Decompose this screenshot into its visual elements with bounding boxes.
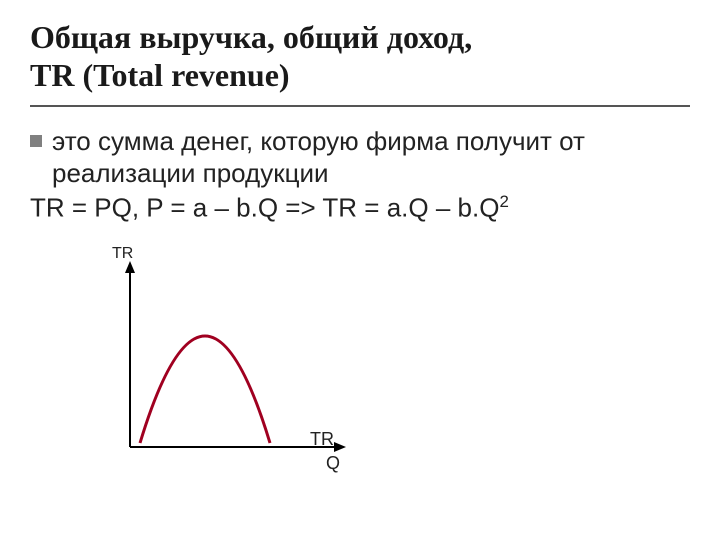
formula-line: TR = PQ, P = a – b.Q => TR = a.Q – b.Q2: [30, 192, 690, 224]
slide: Общая выручка, общий доход, TR (Total re…: [0, 0, 720, 540]
tr-chart: TR TR Q: [90, 241, 390, 461]
title-line-1: Общая выручка, общий доход,: [30, 19, 472, 55]
x-axis-arrow-icon: [334, 442, 346, 452]
y-axis-arrow-icon: [125, 261, 135, 273]
curve-label: TR: [310, 429, 334, 450]
formula-superscript: 2: [499, 192, 508, 211]
slide-title: Общая выручка, общий доход, TR (Total re…: [30, 18, 690, 95]
tr-curve: [140, 336, 270, 443]
title-line-2: TR (Total revenue): [30, 57, 290, 93]
formula-text: TR = PQ, P = a – b.Q => TR = a.Q – b.Q: [30, 192, 499, 222]
square-bullet-icon: [30, 135, 42, 147]
title-block: Общая выручка, общий доход, TR (Total re…: [30, 18, 690, 107]
definition-text: это сумма денег, которую фирма получит о…: [52, 125, 690, 190]
bullet-row: это сумма денег, которую фирма получит о…: [30, 125, 690, 190]
chart-svg: [90, 257, 350, 457]
x-axis-label: Q: [326, 453, 340, 474]
